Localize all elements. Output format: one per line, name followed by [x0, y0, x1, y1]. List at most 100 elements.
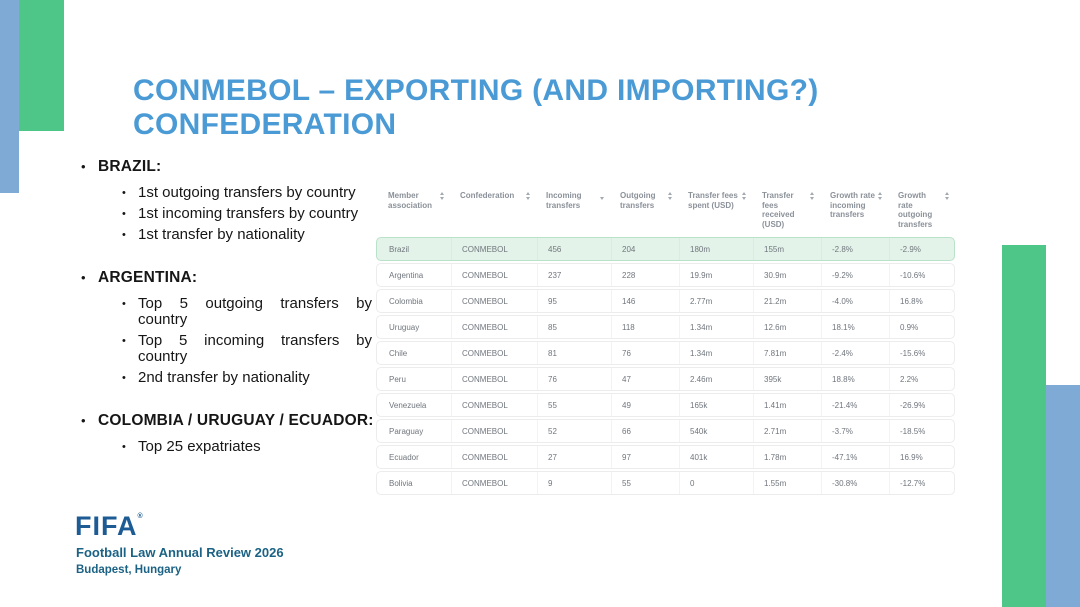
table-cell: CONMEBOL: [451, 472, 537, 494]
sort-icon[interactable]: [742, 192, 746, 200]
header-cell[interactable]: Transfer fees spent (USD): [678, 186, 752, 233]
table-cell: 81: [537, 342, 611, 364]
list-item: • 1st outgoing transfers by country: [122, 185, 380, 201]
table-cell: 165k: [679, 394, 753, 416]
table-cell: Paraguay: [389, 426, 424, 436]
table-cell: CONMEBOL: [451, 290, 537, 312]
table-row: Venezuela CONMEBOL 55 49 165k 1.41m -21.4% -26.…: [376, 393, 955, 417]
table-cell: Chile: [389, 348, 408, 358]
header-cell[interactable]: Outgoing transfers: [610, 186, 678, 233]
table-cell: 49: [611, 394, 679, 416]
sort-icon[interactable]: [945, 192, 949, 200]
list-item: • 1st transfer by nationality: [122, 227, 380, 243]
list-item: • Top 5 outgoing transfers by country: [122, 296, 380, 328]
table-cell: Colombia: [389, 296, 423, 306]
table-cell: 16.8%: [889, 290, 956, 312]
bullet-icon: •: [81, 159, 86, 174]
table-cell: Peru: [389, 374, 406, 384]
table-row: Chile CONMEBOL 81 76 1.34m 7.81m -2.4% -15.6%: [376, 341, 955, 365]
table-cell: CONMEBOL: [451, 264, 537, 286]
list-item: • Top 25 expatriates: [122, 439, 380, 455]
table-cell: 155m: [753, 238, 821, 260]
table-cell: -21.4%: [821, 394, 889, 416]
sort-icon[interactable]: [810, 192, 814, 200]
bullet-icon: •: [122, 187, 126, 199]
table-row: Uruguay CONMEBOL 85 118 1.34m 12.6m 18.1% 0.9%: [376, 315, 955, 339]
table-cell: 2.77m: [679, 290, 753, 312]
table-cell: 146: [611, 290, 679, 312]
table-cell: CONMEBOL: [451, 420, 537, 442]
list-item-text: 1st incoming transfers by country: [138, 205, 359, 222]
table-body: Brazil CONMEBOL 456 204 180m 155m -2.8% -2.9% Ar…: [376, 237, 955, 495]
table-cell: -47.1%: [821, 446, 889, 468]
table-cell: 1.34m: [679, 316, 753, 338]
table-cell: -30.8%: [821, 472, 889, 494]
table-row: Argentina CONMEBOL 237 228 19.9m 30.9m -9.2% -1…: [376, 263, 955, 287]
sort-icon[interactable]: [600, 192, 604, 200]
list-item-text: 1st outgoing transfers by country: [138, 184, 356, 201]
table-cell: 18.8%: [821, 368, 889, 390]
table-cell: 180m: [679, 238, 753, 260]
list-item: • 1st incoming transfers by country: [122, 206, 380, 222]
table-cell: -26.9%: [889, 394, 956, 416]
bullet-icon: •: [122, 441, 126, 453]
sort-icon[interactable]: [526, 192, 530, 200]
table-cell: 395k: [753, 368, 821, 390]
header-cell[interactable]: Growth rate incoming transfers: [820, 186, 888, 233]
sort-icon[interactable]: [878, 192, 882, 200]
sort-icon[interactable]: [668, 192, 672, 200]
trademark-symbol: ®: [137, 513, 144, 520]
table-cell: Bolivia: [389, 478, 413, 488]
sort-icon[interactable]: [440, 192, 444, 200]
table-cell: 0.9%: [889, 316, 956, 338]
table-cell: 76: [611, 342, 679, 364]
table-cell: -2.8%: [821, 238, 889, 260]
bullet-list: • BRAZIL: • 1st outgoing transfers by co…: [78, 156, 380, 479]
decor-bar-top-left-green: [19, 0, 64, 131]
table-cell: 237: [537, 264, 611, 286]
table-cell: -2.9%: [889, 238, 956, 260]
decor-bar-bottom-right-green: [1002, 245, 1046, 607]
footer-review-title: Football Law Annual Review 2026: [76, 545, 284, 560]
header-cell[interactable]: Member association: [376, 186, 450, 233]
bullet-group-brazil: • BRAZIL: • 1st outgoing transfers by co…: [78, 156, 380, 243]
table-cell: 30.9m: [753, 264, 821, 286]
header-label: Transfer fees received (USD): [762, 191, 795, 229]
table-cell: -12.7%: [889, 472, 956, 494]
table-cell: 2.2%: [889, 368, 956, 390]
table-cell: 1.41m: [753, 394, 821, 416]
table-cell: CONMEBOL: [451, 446, 537, 468]
bullet-icon: •: [122, 335, 126, 347]
table-cell: -9.2%: [821, 264, 889, 286]
table-cell: -10.6%: [889, 264, 956, 286]
list-item: • Top 5 incoming transfers by country: [122, 333, 380, 365]
header-cell[interactable]: Transfer fees received (USD): [752, 186, 820, 233]
table-row: Peru CONMEBOL 76 47 2.46m 395k 18.8% 2.2%: [376, 367, 955, 391]
table-cell: 95: [537, 290, 611, 312]
header-cell[interactable]: Confederation: [450, 186, 536, 233]
table-cell: Brazil: [389, 244, 410, 254]
transfers-table: Member association Confederation Incoming …: [376, 186, 955, 497]
table-cell: 55: [537, 394, 611, 416]
bullet-icon: •: [122, 208, 126, 220]
table-cell: CONMEBOL: [451, 238, 537, 260]
table-cell: 16.9%: [889, 446, 956, 468]
fifa-logo-text: FIFA: [75, 511, 138, 541]
table-cell: 204: [611, 238, 679, 260]
header-cell[interactable]: Growth rate outgoing transfers: [888, 186, 955, 233]
table-cell: 66: [611, 420, 679, 442]
table-row: Bolivia CONMEBOL 9 55 0 1.55m -30.8% -12.7%: [376, 471, 955, 495]
table-cell: 55: [611, 472, 679, 494]
table-cell: -2.4%: [821, 342, 889, 364]
bullet-label: COLOMBIA / URUGUAY / ECUADOR:: [98, 412, 374, 429]
header-label: Transfer fees spent (USD): [688, 191, 738, 210]
table-cell: 52: [537, 420, 611, 442]
table-cell: Ecuador: [389, 452, 419, 462]
table-row: Colombia CONMEBOL 95 146 2.77m 21.2m -4.0% 16.8…: [376, 289, 955, 313]
page-title: CONMEBOL – EXPORTING (AND IMPORTING?) CON…: [133, 74, 923, 142]
list-item-text: Top 25 expatriates: [138, 438, 261, 455]
header-cell[interactable]: Incoming transfers: [536, 186, 610, 233]
title-line-2: CONFEDERATION: [133, 108, 397, 141]
bullet-icon: •: [81, 413, 86, 428]
table-cell: Uruguay: [389, 322, 420, 332]
